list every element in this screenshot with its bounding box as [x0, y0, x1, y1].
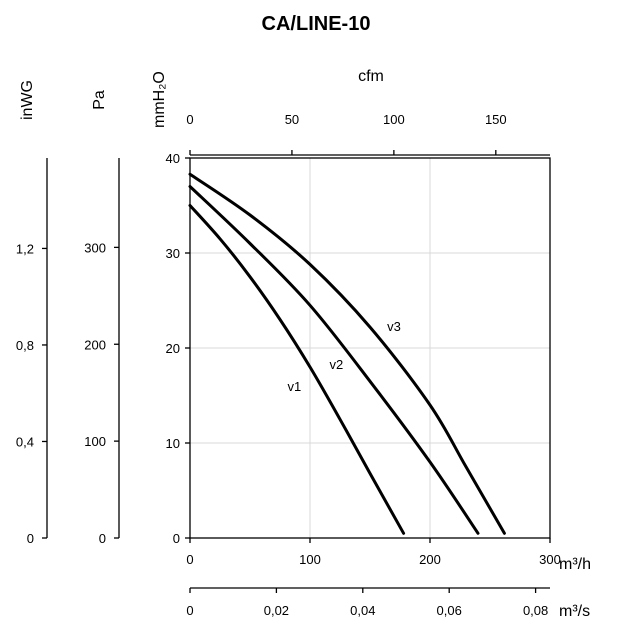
x2-axis-label: m³/s	[559, 603, 590, 620]
x-tick-label: 100	[299, 552, 321, 567]
top-tick-label: 0	[186, 112, 193, 127]
series-label-v2: v2	[330, 357, 344, 372]
axis-ticks: 0 100 200 300 0 10 20 30 40 0 50 100 150 0 0,02 0,04 0,0…	[16, 112, 561, 618]
fan-curves: v1 v2 v3	[188, 172, 506, 535]
y-tick-label: 0	[173, 531, 180, 546]
inwg-tick-label: 0	[27, 531, 34, 546]
y-tick-label: 20	[166, 341, 180, 356]
chart-title: CA/LINE-10	[262, 13, 371, 35]
inwg-tick-label: 1,2	[16, 241, 34, 256]
y-tick-label: 10	[166, 436, 180, 451]
series-line-v3	[188, 172, 506, 535]
top-tick-label: 50	[285, 112, 299, 127]
series-line-v1	[188, 204, 406, 535]
pa-tick-label: 100	[84, 434, 106, 449]
inwg-axis-label: inWG	[19, 80, 36, 120]
inwg-tick-label: 0,8	[16, 338, 34, 353]
series-label-v3: v3	[387, 319, 401, 334]
series-label-v1: v1	[288, 379, 302, 394]
x2-tick-label: 0,08	[523, 603, 548, 618]
y-tick-label: 30	[166, 246, 180, 261]
top-axis-label: cfm	[358, 68, 384, 85]
pa-tick-label: 300	[84, 240, 106, 255]
x-axis-label: m³/h	[559, 556, 591, 573]
top-tick-label: 100	[383, 112, 405, 127]
x-tick-label: 300	[539, 552, 561, 567]
x2-tick-label: 0,02	[264, 603, 289, 618]
x-tick-label: 200	[419, 552, 441, 567]
grid-lines	[190, 158, 550, 538]
pa-tick-label: 0	[99, 531, 106, 546]
x-tick-label: 0	[186, 552, 193, 567]
y-tick-label: 40	[166, 151, 180, 166]
x2-tick-label: 0	[186, 603, 193, 618]
pa-tick-label: 200	[84, 337, 106, 352]
y-axis-label: mmH₂O	[151, 71, 168, 128]
top-tick-label: 150	[485, 112, 507, 127]
series-line-v2	[188, 185, 480, 535]
x2-tick-label: 0,06	[437, 603, 462, 618]
pa-axis-label: Pa	[91, 90, 108, 110]
x2-tick-label: 0,04	[350, 603, 375, 618]
inwg-tick-label: 0,4	[16, 434, 34, 449]
